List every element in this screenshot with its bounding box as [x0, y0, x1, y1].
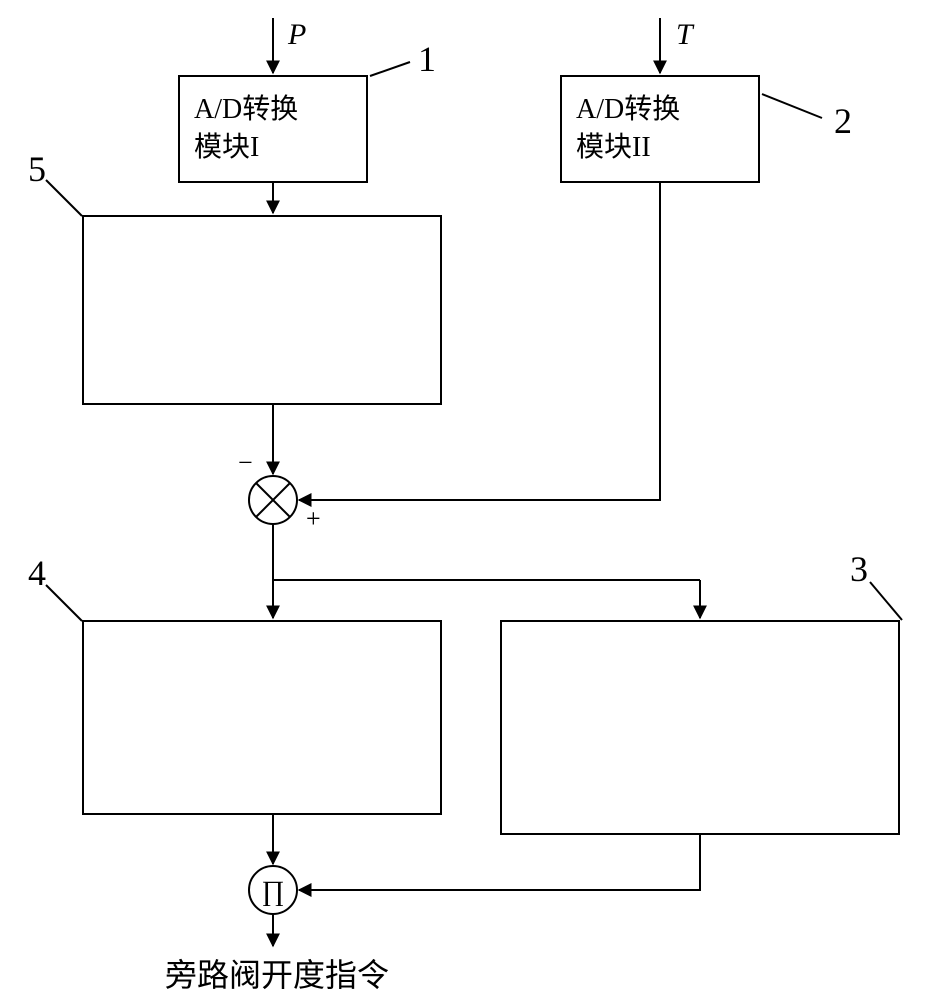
block1-line2: 模块I: [194, 129, 352, 167]
input-p-label: P: [288, 18, 306, 52]
block-2-ad-converter-2: A/D转换 模块II: [560, 75, 760, 183]
leader-5: [46, 180, 82, 216]
connectors-overlay: ∏ Ts2 Ts1 P /pu 1: [0, 0, 935, 1000]
product-node: ∏: [249, 866, 297, 914]
leader-4: [46, 585, 82, 621]
block2-line2: 模块II: [576, 129, 744, 167]
sum-node: [249, 476, 297, 524]
block-1-ad-converter-1: A/D转换 模块I: [178, 75, 368, 183]
label-5: 5: [28, 148, 46, 190]
block-5-chart: [82, 215, 442, 405]
leader-1: [370, 62, 410, 76]
arrow-3-to-prod: [299, 835, 700, 890]
svg-text:∏: ∏: [261, 876, 284, 907]
output-text: 旁路阀开度指令: [165, 950, 389, 996]
leader-2: [762, 94, 822, 118]
block1-line1: A/D转换: [194, 91, 352, 129]
label-3: 3: [850, 548, 868, 590]
sum-minus: −: [238, 448, 253, 478]
block-3-chart: [500, 620, 900, 835]
label-2: 2: [834, 100, 852, 142]
input-t-label: T: [676, 18, 693, 52]
leader-3: [870, 582, 902, 620]
block-4-chart: [82, 620, 442, 815]
sum-plus: +: [306, 504, 321, 534]
block-diagram: ∏ Ts2 Ts1 P /pu 1: [0, 0, 935, 1000]
label-4: 4: [28, 552, 46, 594]
block2-line1: A/D转换: [576, 91, 744, 129]
label-1: 1: [418, 38, 436, 80]
